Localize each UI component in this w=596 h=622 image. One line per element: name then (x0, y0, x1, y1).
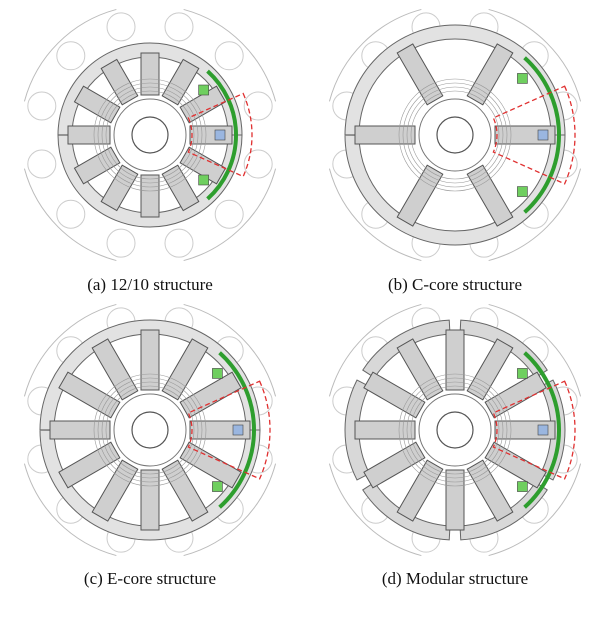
stator-tooth (190, 126, 232, 144)
stator-tooth (467, 165, 513, 226)
stator-tooth (50, 421, 110, 439)
stator-tooth (467, 44, 513, 105)
coil-marker (538, 130, 548, 140)
boundary-arc (184, 9, 276, 101)
stator-tooth (141, 330, 159, 390)
coil-marker (212, 368, 222, 378)
flux-loop (28, 92, 56, 120)
flux-loop (244, 150, 272, 178)
flux-loop (165, 13, 193, 41)
boundary-arc (24, 9, 116, 101)
stator-tooth (446, 330, 464, 390)
stator-tooth (355, 421, 415, 439)
flux-loop (57, 42, 85, 70)
stator-tooth (141, 470, 159, 530)
caption: (b) C-core structure (388, 275, 522, 294)
coil-marker (538, 425, 548, 435)
figure: (a) 12/10 structure (b) C-core structure… (0, 0, 596, 622)
coil-marker (212, 482, 222, 492)
stator-tooth (68, 126, 110, 144)
motor-diagram (329, 304, 580, 555)
coil-marker (233, 425, 243, 435)
caption: (a) 12/10 structure (87, 275, 213, 294)
coil-marker (199, 85, 209, 95)
stator-tooth (397, 44, 443, 105)
flux-loop (57, 200, 85, 228)
motor-diagram (24, 9, 275, 260)
motor-diagram (329, 9, 580, 260)
stator-tooth (397, 165, 443, 226)
flux-loop (107, 229, 135, 257)
flux-loop (165, 229, 193, 257)
caption: (c) E-core structure (84, 569, 216, 588)
shaft (437, 117, 473, 153)
coil-marker (517, 368, 527, 378)
flux-loop (28, 150, 56, 178)
boundary-arc (24, 169, 116, 261)
coil-marker (517, 187, 527, 197)
coil-marker (199, 175, 209, 185)
motor-diagram (24, 304, 275, 555)
boundary-arc (184, 169, 276, 261)
coil-marker (517, 73, 527, 83)
shaft (437, 412, 473, 448)
shaft (132, 412, 168, 448)
coil-marker (517, 482, 527, 492)
flux-loop (244, 92, 272, 120)
stator-tooth (446, 470, 464, 530)
caption: (d) Modular structure (382, 569, 528, 588)
shaft (132, 117, 168, 153)
stator-tooth (141, 53, 159, 95)
stator-tooth (355, 126, 415, 144)
flux-loop (215, 42, 243, 70)
flux-loop (215, 200, 243, 228)
flux-loop (107, 13, 135, 41)
stator-tooth (141, 175, 159, 217)
coil-marker (215, 130, 225, 140)
